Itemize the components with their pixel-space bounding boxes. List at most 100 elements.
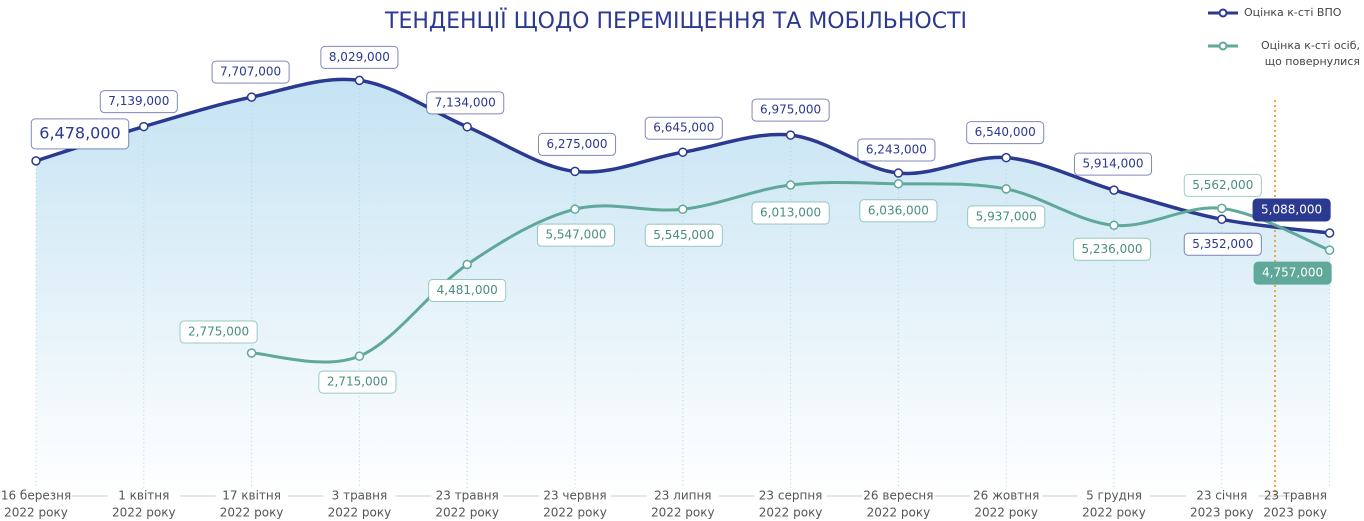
data-label-box [536,223,616,247]
point [246,348,257,358]
data-label: 6,478,000 [39,123,120,142]
point [1217,214,1227,225]
legend-marker [1218,8,1228,18]
x-tick-label: 23 січня [1196,489,1247,503]
legend-label: Оцінка к-сті ВПО [1244,6,1342,19]
point [462,122,472,132]
point [678,147,688,157]
data-label-box [99,90,178,114]
x-tick-label: 2022 року [867,506,931,520]
point [354,351,365,361]
x-tick-label: 26 жовтня [973,489,1039,503]
point [785,180,796,190]
data-label-box [537,132,617,156]
legend-marker [1218,41,1228,51]
point [354,75,365,86]
data-label: 6,036,000 [868,203,929,217]
x-tick-label: 2022 року [651,506,715,520]
series-line [251,181,1331,364]
x-tick-label: 23 травня [436,489,499,503]
data-label-box [644,116,723,140]
data-label-box [857,138,936,162]
data-label-box [1183,232,1262,256]
data-label-box [30,118,130,150]
data-label: 2,775,000 [188,325,249,339]
point [1324,245,1335,255]
point [139,121,149,132]
data-label-box [967,205,1046,229]
data-label: 8,029,000 [329,50,390,64]
data-label: 5,937,000 [976,209,1037,223]
point [1109,185,1119,195]
x-tick-label: 2022 року [974,506,1038,520]
data-label-box [1073,152,1153,176]
x-tick-label: 23 серпня [759,489,823,503]
data-label-box [1252,198,1331,222]
point [31,156,41,166]
data-label: 7,139,000 [108,94,169,108]
data-label: 6,645,000 [653,121,714,135]
data-label-box [211,60,290,84]
x-tick-label: 2023 року [1190,506,1254,520]
x-tick-label: 2022 року [1082,506,1146,520]
data-label: 5,914,000 [1082,157,1143,171]
x-tick-label: 17 квітня [222,489,281,503]
area-layer [36,79,1330,498]
data-label-box [859,199,938,223]
data-label: 7,134,000 [435,95,496,109]
point [246,92,257,102]
data-label-box [1072,237,1152,261]
data-label: 6,540,000 [975,125,1036,139]
data-label: 2,715,000 [327,375,388,389]
data-label: 5,352,000 [1192,237,1253,251]
data-label: 5,562,000 [1192,178,1253,192]
x-tick-label: 26 вересня [863,489,933,503]
x-tick-label: 2023 року [1263,506,1327,520]
x-tick-label: 2022 року [220,506,284,520]
point [893,168,904,178]
data-label: 6,275,000 [546,137,607,151]
x-tick-label: 2022 року [328,506,392,520]
point [570,204,580,214]
x-tick-label: 23 липня [654,489,711,503]
x-tick-label: 2022 року [543,506,607,520]
x-tick-label: 23 червня [543,489,606,503]
data-label-box [179,320,258,344]
data-label-box [966,121,1045,145]
point [785,130,796,140]
x-tick-label: 2022 року [435,506,499,520]
x-tick-label: 2022 року [759,506,823,520]
point [1001,184,1011,194]
point [893,179,904,189]
data-label: 5,236,000 [1081,242,1142,256]
point [1001,152,1011,163]
legend-text: Оцінка к-сті осіб, що повернулися [1261,39,1360,68]
data-label: 4,481,000 [437,283,498,297]
data-label: 5,547,000 [545,228,606,242]
point [462,259,472,270]
data-label-box [751,201,830,225]
point [570,166,580,177]
point [678,204,688,215]
data-label: 4,757,000 [1262,266,1323,280]
data-label-box [1253,261,1332,285]
data-label: 6,013,000 [760,205,821,219]
data-label: 5,545,000 [653,228,714,242]
x-tick-label: 3 травня [332,489,388,503]
area [36,79,1330,498]
point [1217,203,1227,214]
data-label: 6,243,000 [866,143,927,157]
data-label-box [426,91,505,115]
data-label: 5,088,000 [1261,202,1322,216]
x-tick-label: 23 травня [1264,489,1327,503]
x-tick-label: 5 грудня [1086,489,1142,503]
x-tick-label: 1 квітня [118,489,169,503]
point [1109,220,1119,231]
x-tick-label: 2022 року [4,506,68,520]
chart-title: ТЕНДЕНЦІЇ ЩОДО ПЕРЕМІЩЕННЯ ТА МОБІЛЬНОСТ… [384,8,967,34]
data-label-box [428,278,507,302]
point [1324,228,1335,238]
data-label-box [320,45,399,69]
data-label-box [1183,173,1262,197]
